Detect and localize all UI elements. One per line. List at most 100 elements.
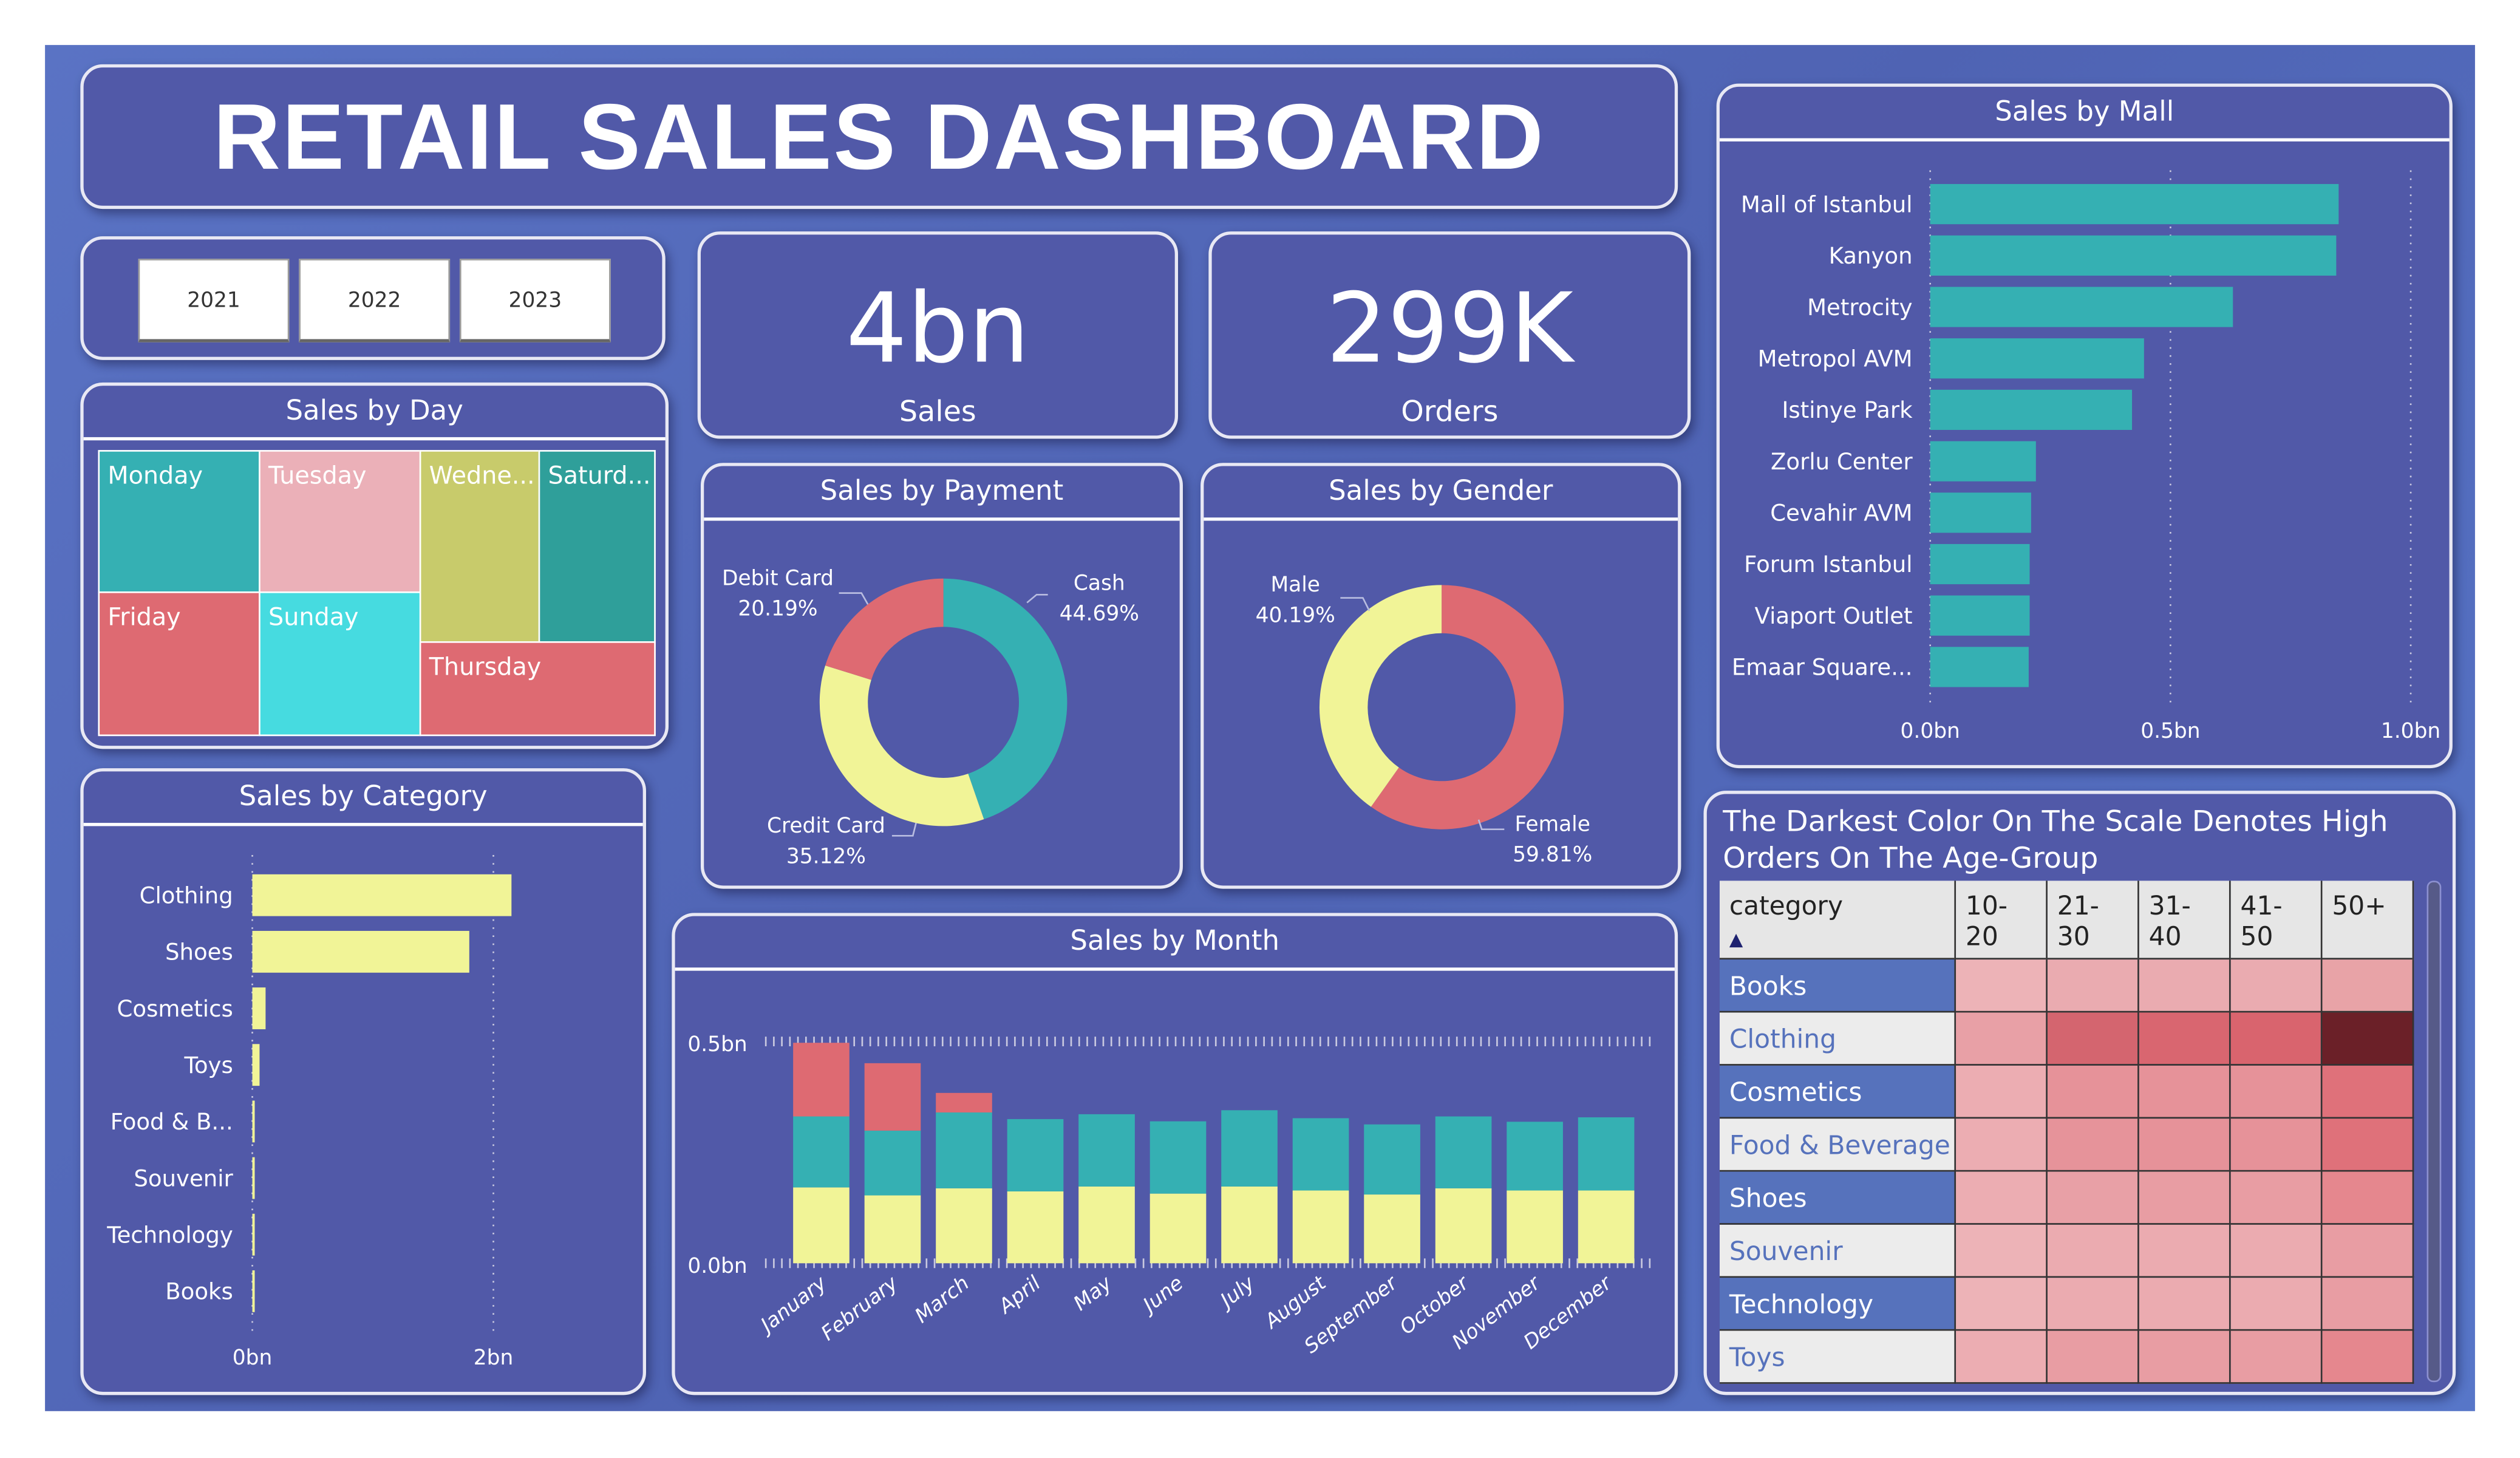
row-category-label: Shoes: [1719, 1170, 1956, 1225]
sales-by-gender-title: Sales by Gender: [1204, 466, 1678, 521]
heatmap-cell: [2320, 1010, 2414, 1066]
heatmap-cell: [2320, 1276, 2414, 1331]
heatmap-cell: [2046, 1329, 2139, 1384]
treemap-tile-saturday[interactable]: Saturd...: [538, 450, 656, 643]
heatmap-cell: [1954, 1276, 2048, 1331]
column-header-age[interactable]: 50+: [2321, 881, 2414, 959]
year-button-2022[interactable]: 2022: [299, 259, 451, 342]
column-header-age[interactable]: 41-50: [2230, 881, 2323, 959]
heatmap-cell: [2046, 958, 2139, 1013]
treemap-tile-thursday[interactable]: Thursday: [419, 641, 656, 737]
heatmap-cell: [2229, 1117, 2323, 1172]
sales-by-day-title: Sales by Day: [83, 386, 666, 441]
year-button-2023[interactable]: 2023: [459, 259, 611, 342]
orders-value: 299K: [1326, 273, 1573, 386]
heatmap-cell: [2137, 1170, 2231, 1225]
heatmap-row: Shoes: [1719, 1170, 2414, 1225]
sales-by-payment-title: Sales by Payment: [704, 466, 1180, 521]
heatmap-cell: [2320, 1329, 2414, 1384]
sales-by-category-panel: Sales by Category: [80, 768, 646, 1395]
heatmap-cell: [2046, 1276, 2139, 1331]
heatmap-title: The Darkest Color On The Scale Denotes H…: [1723, 805, 2388, 876]
heatmap-cell: [2137, 958, 2231, 1013]
heatmap-header-row: category ▲ 10-20 21-30 31-40 41-50 50+: [1719, 881, 2414, 959]
heatmap-cell: [2046, 1010, 2139, 1066]
heatmap-cell: [2229, 1329, 2323, 1384]
sales-by-day-panel: Sales by Day Monday Tuesday Wedne... Sat…: [80, 382, 669, 749]
heatmap-row: Souvenir: [1719, 1223, 2414, 1278]
heatmap-row: Cosmetics: [1719, 1064, 2414, 1119]
heatmap-cell: [2137, 1064, 2231, 1119]
row-category-label: Clothing: [1719, 1010, 1956, 1066]
heatmap-cell: [2229, 1276, 2323, 1331]
heatmap-cell: [2320, 958, 2414, 1013]
orders-label: Orders: [1401, 395, 1499, 429]
heatmap-cell: [2229, 1223, 2323, 1278]
heatmap-cell: [2137, 1276, 2231, 1331]
sales-by-payment-panel: Sales by Payment: [700, 463, 1183, 889]
heatmap-cell: [2046, 1117, 2139, 1172]
row-category-label: Technology: [1719, 1276, 1956, 1331]
heatmap-cell: [2046, 1223, 2139, 1278]
treemap-tile-monday[interactable]: Monday: [98, 450, 261, 593]
row-category-label: Souvenir: [1719, 1223, 1956, 1278]
heatmap-row: Books: [1719, 958, 2414, 1013]
treemap-tile-wednesday[interactable]: Wedne...: [419, 450, 540, 643]
heatmap-cell: [1954, 1170, 2048, 1225]
row-category-label: Toys: [1719, 1329, 1956, 1384]
heatmap-cell: [2137, 1223, 2231, 1278]
heatmap-row: Clothing: [1719, 1010, 2414, 1066]
heatmap-scrollbar[interactable]: [2426, 881, 2442, 1383]
page-title: RETAIL SALES DASHBOARD: [213, 85, 1545, 190]
sales-by-category-title: Sales by Category: [83, 771, 643, 826]
heatmap-cell: [2229, 1170, 2323, 1225]
row-category-label: Cosmetics: [1719, 1064, 1956, 1119]
sort-ascending-icon: ▲: [1729, 928, 1743, 950]
column-header-age[interactable]: 10-20: [1955, 881, 2048, 959]
column-header-age[interactable]: 21-30: [2046, 881, 2139, 959]
sales-by-gender-panel: Sales by Gender: [1200, 463, 1681, 889]
column-header-age[interactable]: 31-40: [2138, 881, 2231, 959]
heatmap-cell: [2320, 1223, 2414, 1278]
heatmap-cell: [2046, 1064, 2139, 1119]
treemap-tile-friday[interactable]: Friday: [98, 591, 261, 737]
age-group-heatmap-table: category ▲ 10-20 21-30 31-40 41-50 50+ Books Clo…: [1719, 881, 2414, 1384]
heatmap-cell: [1954, 1329, 2048, 1384]
heatmap-cell: [1954, 1064, 2048, 1119]
heatmap-row: Technology: [1719, 1276, 2414, 1331]
sales-by-mall-title: Sales by Mall: [1719, 87, 2450, 141]
heatmap-cell: [2229, 1010, 2323, 1066]
year-button-2021[interactable]: 2021: [138, 259, 290, 342]
heatmap-cell: [2320, 1064, 2414, 1119]
heatmap-cell: [2046, 1170, 2139, 1225]
year-slicer: 2021 2022 2023: [80, 236, 666, 360]
heatmap-row: Food & Beverage: [1719, 1117, 2414, 1172]
heatmap-row: Toys: [1719, 1329, 2414, 1384]
column-header-category[interactable]: category ▲: [1719, 881, 1956, 959]
heatmap-cell: [2137, 1329, 2231, 1384]
heatmap-cell: [1954, 1010, 2048, 1066]
title-panel: RETAIL SALES DASHBOARD: [80, 64, 1678, 210]
heatmap-cell: [2137, 1117, 2231, 1172]
sales-label: Sales: [899, 395, 976, 429]
sales-by-mall-panel: Sales by Mall: [1716, 83, 2453, 769]
heatmap-cell: [2320, 1170, 2414, 1225]
category-header-label: category: [1729, 890, 1844, 921]
row-category-label: Books: [1719, 958, 1956, 1013]
treemap-tile-sunday[interactable]: Sunday: [259, 591, 421, 737]
heatmap-cell: [2137, 1010, 2231, 1066]
sales-by-month-panel: Sales by Month: [672, 913, 1678, 1395]
row-category-label: Food & Beverage: [1719, 1117, 1956, 1172]
heatmap-cell: [1954, 1117, 2048, 1172]
heatmap-cell: [1954, 1223, 2048, 1278]
sales-by-month-title: Sales by Month: [675, 916, 1675, 971]
heatmap-cell: [2320, 1117, 2414, 1172]
orders-kpi-card: 299K Orders: [1208, 231, 1691, 439]
treemap-tile-tuesday[interactable]: Tuesday: [259, 450, 421, 593]
sales-kpi-card: 4bn Sales: [697, 231, 1179, 439]
sales-value: 4bn: [846, 273, 1030, 386]
heatmap-cell: [2229, 958, 2323, 1013]
heatmap-cell: [1954, 958, 2048, 1013]
heatmap-cell: [2229, 1064, 2323, 1119]
